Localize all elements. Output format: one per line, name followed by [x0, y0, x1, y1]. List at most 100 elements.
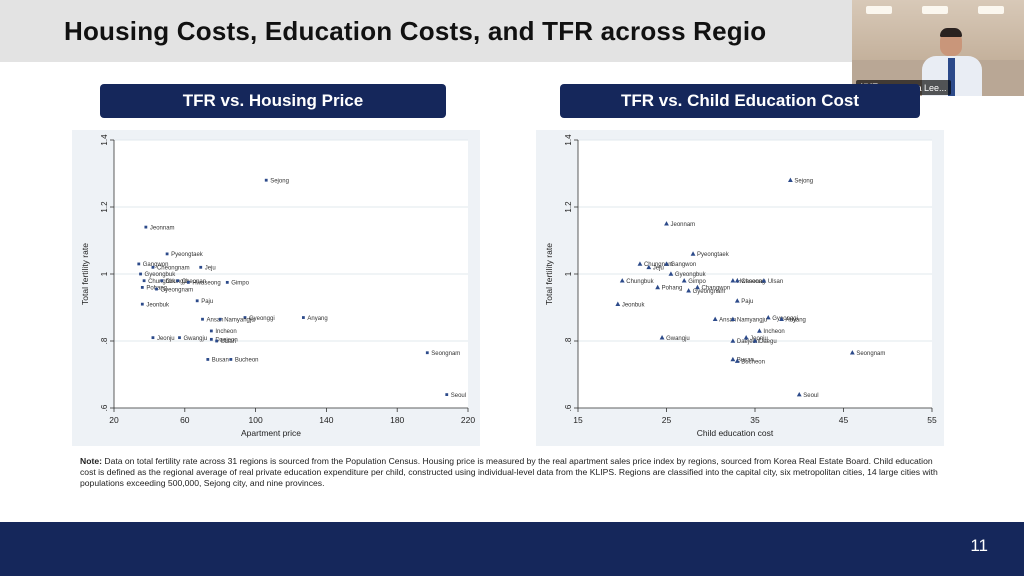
y-axis-title: Total fertility rate	[544, 243, 554, 305]
point-cheonan-marker	[734, 278, 740, 283]
point-seongnam-label: Seongnam	[431, 351, 460, 357]
y-tick-label: 1.2	[564, 201, 573, 213]
ceiling-light	[922, 6, 948, 14]
point-paju-marker	[195, 299, 199, 303]
x-tick-label: 55	[927, 415, 937, 425]
point-gyeongbuk-marker	[139, 272, 142, 276]
point-jeonnam-marker	[144, 225, 148, 229]
point-gimpo-label: Gimpo	[688, 279, 706, 285]
page-number: 11	[970, 536, 988, 555]
point-jeonbuk-marker	[140, 302, 144, 306]
point-anyang-marker	[301, 316, 305, 319]
point-daegu-marker	[752, 338, 758, 343]
point-gyeongnam-marker	[686, 288, 692, 293]
point-daejeon-marker	[209, 337, 213, 341]
point-chungnam-marker	[637, 261, 643, 266]
point-cheongnam-marker	[151, 265, 155, 269]
point-daejeon-label: Daejeon	[215, 338, 237, 344]
point-gangwon-label: Gangwon	[143, 262, 169, 268]
point-pyeongtaek-marker	[690, 251, 696, 256]
point-gyeongbuk-marker	[668, 271, 674, 276]
point-incheon-label: Incheon	[215, 329, 236, 335]
y-tick-label: 1	[564, 271, 573, 276]
y-tick-label: 1.4	[564, 134, 573, 146]
point-jeonbuk-label: Jeonbuk	[146, 302, 170, 308]
point-incheon-label: Incheon	[763, 329, 784, 335]
point-bucheon-label: Bucheon	[741, 359, 765, 365]
left-chart-title: TFR vs. Housing Price	[100, 84, 446, 118]
point-cheonan-label: Cheonan	[741, 279, 765, 285]
point-hwaseong-marker	[186, 280, 190, 284]
point-ansan-label: Ansan	[207, 317, 224, 323]
speaker-video-thumbnail[interactable]: 講師:Jong-Wha Lee...	[852, 0, 1024, 96]
point-sejong-label: Sejong	[794, 178, 813, 184]
point-cheonan-label: Cheonan	[182, 279, 206, 285]
point-busan-marker	[730, 356, 736, 362]
point-paju-marker	[734, 298, 740, 303]
point-gyeongnam-marker	[155, 287, 158, 291]
point-jeonnam-marker	[664, 221, 669, 226]
point-gyeongbuk-label: Gyeongbuk	[675, 272, 707, 278]
point-seoul-marker	[796, 392, 802, 397]
point-gyeongnam-label: Gyeongnam	[693, 289, 726, 295]
y-axis-title: Total fertility rate	[80, 243, 90, 305]
point-seoul-label: Seoul	[803, 393, 818, 399]
slide-note: Note: Data on total fertility rate acros…	[80, 456, 940, 489]
point-jeju-marker	[199, 265, 203, 269]
housing-price-scatter-chart: .6 .8 1 1.2 1.4 20 60 100 140 180 220 Apartment pri…	[72, 130, 480, 446]
point-bucheon-label: Bucheon	[235, 358, 259, 364]
point-jeonnam-label: Jeonnam	[150, 225, 175, 231]
point-ansan-label: Ansan	[719, 317, 736, 323]
point-jeonju-label: Jeonju	[750, 336, 768, 342]
point-gwangju-marker	[178, 336, 181, 340]
note-label: Note:	[80, 456, 102, 466]
x-tick-label: 180	[390, 415, 404, 425]
point-ulsan-marker	[215, 339, 219, 343]
x-axis-title: Child education cost	[697, 428, 774, 438]
point-anyang-label: Anyang	[307, 316, 327, 322]
point-anyang-marker	[779, 316, 784, 322]
point-gimpo-label: Gimpo	[231, 281, 249, 287]
x-tick-label: 35	[750, 415, 760, 425]
point-busan-marker	[206, 358, 210, 361]
point-gangwon-marker	[137, 262, 141, 266]
point-gyeonggi-marker	[243, 316, 247, 319]
point-namyangju-label: Namyangju	[224, 317, 254, 323]
point-seongnam-marker	[849, 350, 855, 355]
x-tick-label: 100	[249, 415, 263, 425]
point-pohang-marker	[140, 286, 144, 289]
point-gyeongnam-label: Gyeongnam	[160, 287, 193, 293]
point-gimpo-marker	[225, 280, 229, 284]
point-sejong-label: Sejong	[270, 178, 289, 184]
point-ulsan-marker	[761, 278, 767, 283]
point-daegu-label: Daegu	[759, 339, 777, 345]
point-seoul-marker	[445, 393, 449, 396]
y-tick-label: 1.4	[100, 134, 109, 146]
education-cost-scatter-chart: .6 .8 1 1.2 1.4 15 25 35 45 55 Child education cos…	[536, 130, 944, 446]
point-ulsan-label: Ulsan	[221, 339, 236, 345]
point-daejeon-marker	[730, 338, 736, 343]
point-namyangju-marker	[730, 316, 736, 322]
point-hwaseong-marker	[730, 278, 736, 283]
point-busan-label: Busan	[212, 358, 229, 364]
point-namyangju-marker	[218, 317, 222, 321]
point-incheon-marker	[757, 328, 762, 333]
point-cheonan-marker	[176, 279, 180, 283]
point-chungbuk-marker	[619, 278, 625, 283]
point-chungbuk-marker	[142, 279, 146, 283]
point-seoul-label: Seoul	[451, 393, 466, 399]
slide-footer: 11	[0, 522, 1024, 576]
point-gwangju-marker	[659, 335, 665, 340]
point-changwon-label: Changwon	[701, 286, 730, 292]
point-gimpo-marker	[681, 278, 687, 283]
x-tick-label: 220	[461, 415, 475, 425]
point-pohang-marker	[655, 284, 661, 290]
point-ulsan-label: Ulsan	[768, 279, 783, 285]
point-gwangju-label: Gwangju	[183, 336, 207, 342]
point-jeonju-marker	[743, 335, 749, 340]
slide-title: Housing Costs, Education Costs, and TFR …	[64, 16, 767, 46]
point-sejong-marker	[788, 177, 793, 182]
point-ansan-marker	[712, 316, 718, 322]
point-jeonnam-label: Jeonnam	[671, 222, 696, 228]
point-pyeongtaek-label: Pyeongtaek	[171, 252, 204, 258]
